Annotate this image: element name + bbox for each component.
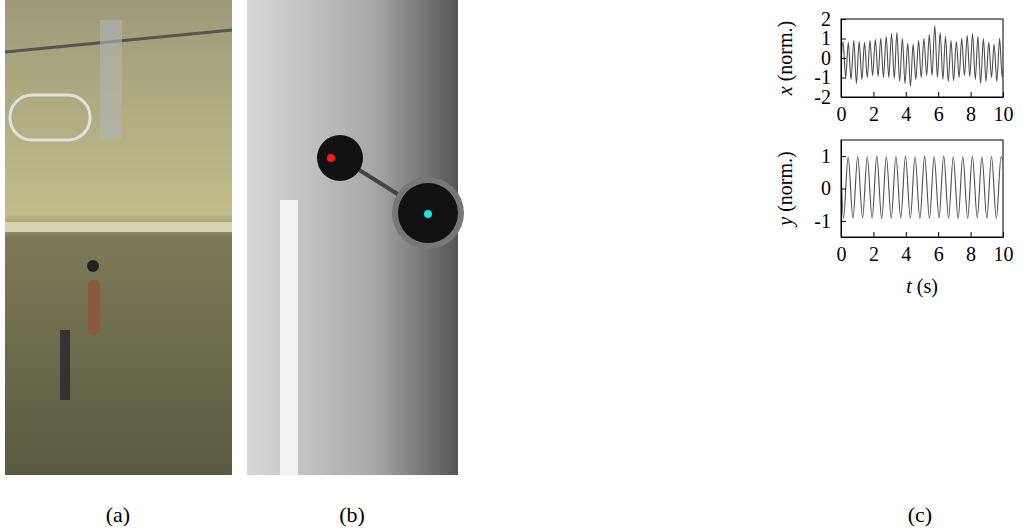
y-tick-mark xyxy=(841,58,846,59)
panel-label: (a) xyxy=(106,502,130,527)
y-tick: 1 xyxy=(821,145,846,167)
x-tick-mark xyxy=(971,232,972,237)
x-tick-label: 4 xyxy=(901,103,911,125)
x-tick-label: 6 xyxy=(934,243,944,265)
marker-top xyxy=(317,135,363,181)
tracked-point-cyan xyxy=(424,210,432,218)
y-tick-label: 0 xyxy=(821,177,831,199)
data-line xyxy=(841,156,1003,219)
plot-frame xyxy=(841,19,1003,97)
y-tick-mark xyxy=(841,189,846,190)
y-tick-label: 1 xyxy=(821,27,831,49)
x-tick-mark xyxy=(938,92,939,97)
x-tick: 8 xyxy=(966,92,976,125)
y-tick-label: -1 xyxy=(814,210,831,232)
y-tick: 2 xyxy=(821,8,846,30)
photo-b xyxy=(247,0,464,475)
y-axis-title: x (norm.) xyxy=(774,21,797,96)
data-line xyxy=(841,26,1003,86)
x-tick-label: 8 xyxy=(966,243,976,265)
x-tick: 6 xyxy=(934,232,944,265)
cylinder-reflection xyxy=(100,20,122,140)
x-tick-mark xyxy=(906,232,907,237)
model-body xyxy=(88,280,100,335)
panel-label: (b) xyxy=(339,502,365,527)
photo-a xyxy=(5,0,232,475)
x-tick: 8 xyxy=(966,232,976,265)
x-tick-label: 2 xyxy=(869,243,879,265)
y-tick-mark xyxy=(841,97,846,98)
x-axis-title: t (s) xyxy=(906,275,938,298)
photo-background xyxy=(5,0,232,475)
wall-stripe xyxy=(280,200,298,475)
tracked-point-red xyxy=(327,154,335,162)
support xyxy=(60,330,70,400)
x-tick: 2 xyxy=(869,92,879,125)
chart: 0246810-101y (norm.)t (s) xyxy=(774,140,1014,298)
marker-bottom-ring xyxy=(392,177,464,249)
x-tick-mark xyxy=(906,92,907,97)
y-tick-label: 2 xyxy=(821,8,831,30)
y-tick-mark xyxy=(841,221,846,222)
x-tick-label: 8 xyxy=(966,103,976,125)
marker-bottom xyxy=(398,183,458,243)
x-tick-label: 10 xyxy=(994,243,1014,265)
model-top xyxy=(87,260,99,272)
x-tick: 4 xyxy=(901,92,911,125)
x-tick-label: 2 xyxy=(869,103,879,125)
y-tick-label: -2 xyxy=(814,86,831,108)
y-axis: -2-1012 xyxy=(814,8,846,108)
x-tick-mark xyxy=(1003,92,1004,97)
x-tick-mark xyxy=(971,92,972,97)
y-tick-label: 0 xyxy=(821,47,831,69)
water-surface xyxy=(5,222,232,232)
x-tick-label: 10 xyxy=(994,103,1014,125)
figure: (a)(b)(c)0246810-2-1012x (norm.)0246810-… xyxy=(0,0,1033,530)
panel-label: (c) xyxy=(908,502,932,527)
plot-frame xyxy=(841,140,1003,237)
x-axis-line xyxy=(842,237,1004,238)
chart: 0246810-2-1012x (norm.) xyxy=(774,8,1014,125)
x-tick: 10 xyxy=(994,232,1014,265)
y-tick-mark xyxy=(841,39,846,40)
y-tick: 1 xyxy=(821,27,846,49)
y-tick: 0 xyxy=(821,177,846,199)
y-tick-mark xyxy=(841,19,846,20)
x-tick-mark xyxy=(1003,232,1004,237)
y-tick: -1 xyxy=(814,66,846,88)
plot-area xyxy=(841,26,1003,86)
x-axis-line xyxy=(842,97,1004,98)
x-axis: 024 68 10 xyxy=(837,232,1014,265)
x-tick-label: 0 xyxy=(837,103,847,125)
handle xyxy=(10,95,90,140)
x-axis: 024 68 10 xyxy=(837,92,1014,125)
x-tick-label: 0 xyxy=(837,243,847,265)
x-tick-mark xyxy=(873,232,874,237)
plot-area xyxy=(841,156,1003,219)
y-tick-mark xyxy=(841,156,846,157)
y-tick-label: -1 xyxy=(814,66,831,88)
x-tick-label: 6 xyxy=(934,103,944,125)
y-tick: -1 xyxy=(814,210,846,232)
x-tick-mark xyxy=(873,92,874,97)
photo-background xyxy=(247,0,458,475)
y-tick-mark xyxy=(841,78,846,79)
x-tick: 10 xyxy=(994,92,1014,125)
y-axis-title: y (norm.) xyxy=(774,151,797,227)
x-tick: 6 xyxy=(934,92,944,125)
y-tick-label: 1 xyxy=(821,145,831,167)
x-tick-mark xyxy=(938,232,939,237)
y-tick: -2 xyxy=(814,86,846,108)
x-tick-label: 4 xyxy=(901,243,911,265)
x-tick: 4 xyxy=(901,232,911,265)
x-tick: 2 xyxy=(869,232,879,265)
y-axis: -1 0 1 xyxy=(814,141,846,238)
y-tick: 0 xyxy=(821,47,846,69)
